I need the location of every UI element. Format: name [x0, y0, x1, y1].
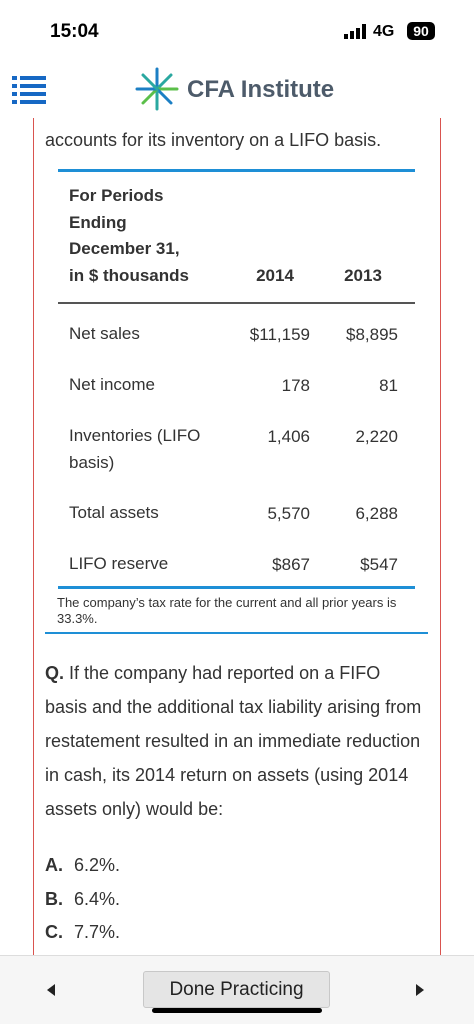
cell-value: $11,159	[249, 325, 310, 344]
prev-button[interactable]	[45, 982, 57, 998]
logo-icon	[135, 67, 179, 111]
table-note: The company’s tax rate for the current a…	[57, 595, 397, 626]
row-label: Inventories (LIFO basis)	[69, 426, 201, 472]
header-line: in $ thousands	[69, 266, 189, 286]
cell-value: 1,406	[267, 427, 310, 446]
header-line: December 31,	[69, 239, 180, 259]
next-button[interactable]	[414, 982, 426, 998]
cell-value: $547	[360, 555, 398, 574]
question-text: If the company had reported on a FIFO ba…	[45, 663, 422, 819]
border-right	[440, 118, 441, 955]
battery: 90	[407, 22, 435, 40]
cell-value: $867	[272, 555, 310, 574]
row-label: LIFO reserve	[69, 554, 169, 573]
header-line: For Periods	[69, 186, 164, 205]
row-label: Net sales	[69, 324, 140, 343]
done-button[interactable]: Done Practicing	[143, 971, 330, 1008]
rule	[45, 632, 428, 634]
network-label: 4G	[373, 23, 395, 40]
header-rule	[58, 302, 415, 304]
option-letter: B.	[45, 888, 63, 909]
header-line: Ending	[69, 212, 127, 232]
cell-value: 5,570	[267, 504, 310, 523]
intro-text: accounts for its inventory on a LIFO bas…	[45, 130, 382, 150]
column-header: 2013	[344, 266, 382, 285]
cell-value: 6,288	[355, 504, 398, 523]
cell-value: 178	[281, 376, 310, 395]
rule	[58, 169, 415, 172]
app-title: CFA Institute	[187, 76, 335, 103]
option-text: 6.2%.	[74, 855, 121, 875]
signal-icon	[344, 24, 366, 39]
question: Q. If the company had reported on a FIFO…	[45, 656, 425, 826]
option-letter: C.	[45, 922, 63, 942]
cell-value: $8,895	[346, 325, 398, 344]
option-text: 6.4%.	[74, 888, 121, 909]
status-time: 15:04	[50, 21, 99, 42]
question-label: Q.	[45, 663, 65, 683]
column-header: 2014	[256, 266, 294, 285]
row-label: Total assets	[69, 503, 159, 522]
home-indicator	[152, 1008, 322, 1013]
row-label: Net income	[69, 375, 155, 394]
option-letter: A.	[45, 855, 63, 875]
cell-value: 2,220	[355, 427, 398, 446]
rule	[58, 586, 415, 589]
option-text: 7.7%.	[74, 922, 121, 942]
menu-button[interactable]	[12, 74, 46, 106]
cell-value: 81	[379, 376, 398, 395]
border-left	[33, 118, 34, 955]
